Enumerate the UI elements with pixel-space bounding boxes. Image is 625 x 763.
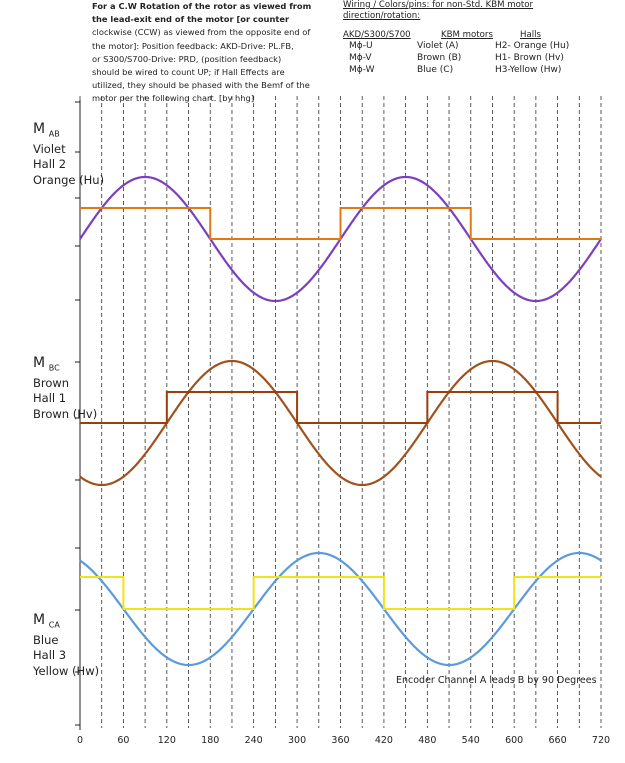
panel-label-bc: M BC Brown Hall 1 Brown (Hv) bbox=[33, 355, 98, 422]
panel-label-ab: M AB Violet Hall 2 Orange (Hu) bbox=[33, 121, 105, 188]
x-tick-label: 540 bbox=[461, 735, 480, 746]
hall-square-hall-1-hv- bbox=[80, 391, 601, 424]
panel-line: Brown (Hv) bbox=[33, 406, 98, 421]
wiring-title-line2: direction/rotation: bbox=[343, 11, 421, 21]
x-tick-label: 60 bbox=[117, 735, 130, 746]
wiring-cell: Violet (A) bbox=[417, 41, 459, 51]
x-tick-label: 0 bbox=[76, 735, 84, 746]
panel-m: M bbox=[33, 121, 46, 137]
note-line: clockwise (CCW) as viewed from the oppos… bbox=[92, 27, 311, 38]
x-tick-label: 600 bbox=[505, 735, 524, 746]
panel-sub: AB bbox=[48, 129, 60, 139]
wiring-cell: H1- Brown (Hv) bbox=[495, 53, 564, 63]
note-line: motor per the following chart. [by hhg] bbox=[92, 93, 255, 104]
note-line: the lead-exit end of the motor [or count… bbox=[92, 14, 290, 25]
x-tick-label: 360 bbox=[331, 735, 350, 746]
wiring-table: Mɸ-U Violet (A) H2- Orange (Hu) Mɸ-V Bro… bbox=[343, 41, 623, 77]
encoder-annotation: Encoder Channel A leads B by 90 Degrees bbox=[396, 675, 597, 686]
hall-square-hall-2-hu- bbox=[80, 207, 601, 240]
axes bbox=[75, 100, 81, 730]
panel-line: Hall 2 bbox=[33, 157, 67, 172]
wiring-cell: Mɸ-W bbox=[349, 65, 375, 75]
x-tick-label: 120 bbox=[157, 735, 176, 746]
note-line: should be wired to count UP; if Hall Eff… bbox=[92, 67, 285, 78]
x-tick-label: 480 bbox=[418, 735, 437, 746]
wiring-cell: Mɸ-U bbox=[349, 41, 373, 51]
wiring-cell: H3-Yellow (Hw) bbox=[495, 65, 562, 75]
panel-line: Violet bbox=[33, 141, 66, 156]
wiring-header: AKD/S300/S700 KBM motors Halls bbox=[343, 30, 623, 42]
wiring-cell: Brown (B) bbox=[417, 53, 462, 63]
panel-m: M bbox=[33, 355, 46, 371]
panel-sub: CA bbox=[48, 620, 60, 630]
panel-line: Blue bbox=[33, 632, 59, 647]
hall-square-hall-3-hw- bbox=[80, 576, 601, 610]
x-tick-label: 180 bbox=[201, 735, 220, 746]
note-line: the motor]: Position feedback: AKD-Drive… bbox=[92, 40, 294, 51]
panel-line: Hall 3 bbox=[33, 648, 67, 663]
wiring-cell: Mɸ-V bbox=[349, 53, 372, 63]
rotation-note: For a C.W Rotation of the rotor as viewe… bbox=[92, 0, 354, 106]
wiring-row: Mɸ-W Blue (C) H3-Yellow (Hw) bbox=[343, 65, 623, 77]
x-tick-label: 420 bbox=[374, 735, 393, 746]
note-line: For a C.W Rotation of the rotor as viewe… bbox=[92, 1, 312, 11]
note-line: utilized, they should be phased with the… bbox=[92, 80, 310, 91]
panel-sub: BC bbox=[48, 363, 60, 373]
wiring-header-drive: AKD/S300/S700 bbox=[343, 30, 411, 40]
wiring-row: Mɸ-U Violet (A) H2- Orange (Hu) bbox=[343, 41, 623, 53]
wiring-cell: Blue (C) bbox=[417, 65, 454, 75]
wiring-title: Wiring / Colors/pins: for non-Std. KBM m… bbox=[343, 0, 623, 22]
note-line: or S300/S700-Drive: PRD, (position feedb… bbox=[92, 53, 282, 64]
wiring-title-line1: Wiring / Colors/pins: for non-Std. KBM m… bbox=[343, 0, 534, 10]
panel-line: Orange (Hu) bbox=[33, 172, 105, 187]
panel-line: Yellow (Hw) bbox=[33, 663, 100, 678]
x-tick-label: 660 bbox=[548, 735, 567, 746]
wiring-row: Mɸ-V Brown (B) H1- Brown (Hv) bbox=[343, 53, 623, 65]
vertical-grid bbox=[79, 96, 602, 728]
wiring-header-halls: Halls bbox=[520, 30, 541, 40]
wiring-header-kbm: KBM motors bbox=[441, 30, 493, 40]
plot-series bbox=[79, 175, 602, 667]
wiring-cell: H2- Orange (Hu) bbox=[495, 41, 570, 51]
panel-line: Brown bbox=[33, 375, 70, 390]
x-tick-label: 300 bbox=[288, 735, 307, 746]
panel-line: Hall 1 bbox=[33, 391, 67, 406]
panel-label-ca: M CA Blue Hall 3 Yellow (Hw) bbox=[33, 612, 100, 679]
panel-m: M bbox=[33, 612, 46, 628]
x-tick-label: 720 bbox=[591, 735, 611, 746]
x-tick-label: 240 bbox=[244, 735, 263, 746]
